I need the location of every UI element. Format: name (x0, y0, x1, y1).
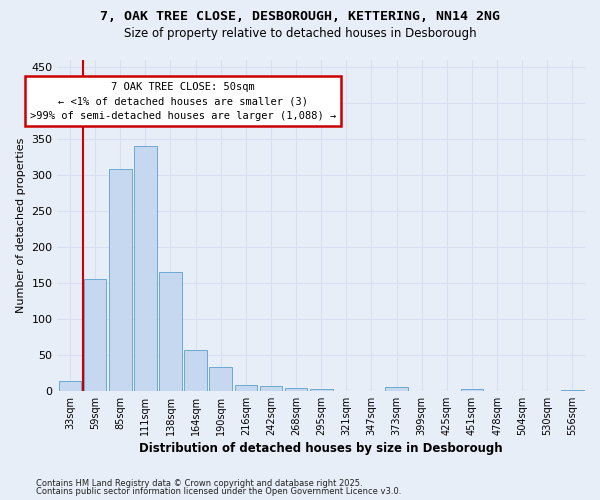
Text: Contains HM Land Registry data © Crown copyright and database right 2025.: Contains HM Land Registry data © Crown c… (36, 478, 362, 488)
Bar (235, 385, 257, 391)
Bar (59, 382, 81, 391)
Bar (209, 367, 232, 391)
Bar (84, 280, 106, 391)
Bar (109, 170, 131, 391)
Bar (385, 387, 408, 391)
Text: Contains public sector information licensed under the Open Government Licence v3: Contains public sector information licen… (36, 488, 401, 496)
X-axis label: Distribution of detached houses by size in Desborough: Distribution of detached houses by size … (139, 442, 503, 455)
Bar (285, 388, 307, 391)
Y-axis label: Number of detached properties: Number of detached properties (16, 138, 26, 313)
Bar (134, 146, 157, 391)
Bar (184, 350, 207, 391)
Bar (561, 390, 584, 391)
Text: 7 OAK TREE CLOSE: 50sqm
← <1% of detached houses are smaller (3)
>99% of semi-de: 7 OAK TREE CLOSE: 50sqm ← <1% of detache… (30, 82, 336, 121)
Bar (310, 390, 332, 391)
Bar (461, 390, 483, 391)
Text: Size of property relative to detached houses in Desborough: Size of property relative to detached ho… (124, 28, 476, 40)
Text: 7, OAK TREE CLOSE, DESBOROUGH, KETTERING, NN14 2NG: 7, OAK TREE CLOSE, DESBOROUGH, KETTERING… (100, 10, 500, 23)
Bar (260, 386, 282, 391)
Bar (159, 272, 182, 391)
